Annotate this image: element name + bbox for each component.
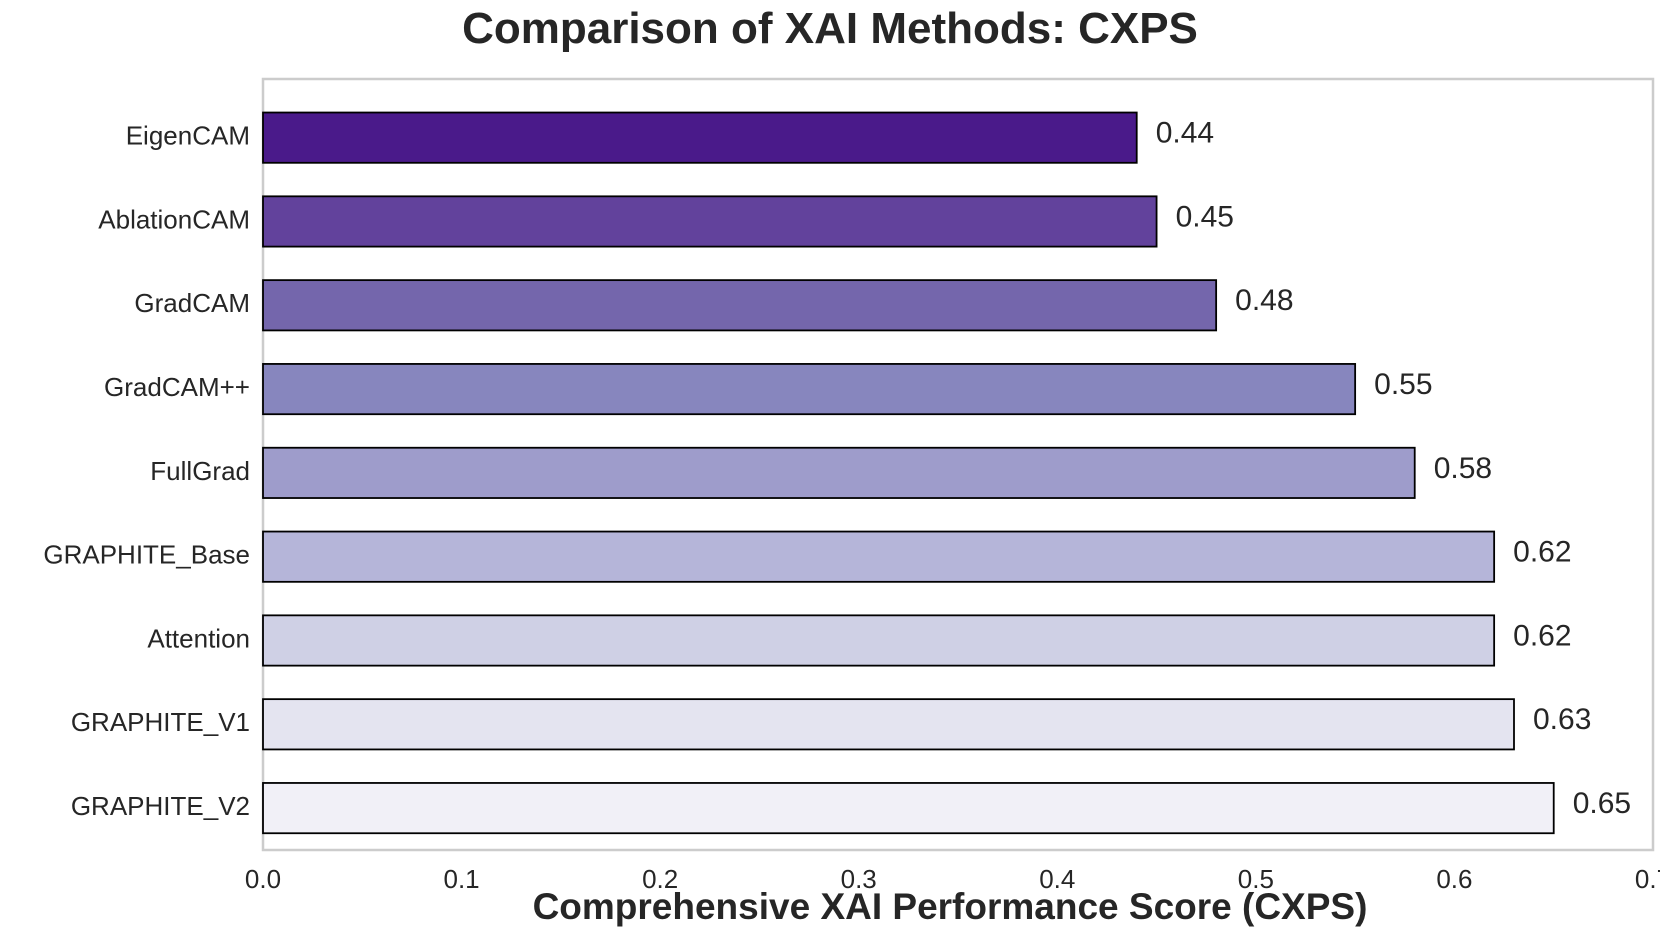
- y-tick-label: Attention: [147, 623, 250, 653]
- value-label: 0.58: [1434, 452, 1492, 485]
- bar-gradcam: [262, 279, 1218, 332]
- value-label: 0.45: [1176, 200, 1234, 233]
- x-tick-label: 0.2: [642, 864, 678, 894]
- y-tick-label: EigenCAM: [126, 121, 250, 151]
- value-label: 0.65: [1573, 787, 1631, 820]
- value-label: 0.55: [1374, 368, 1432, 401]
- bar-graphite-base: [262, 530, 1496, 583]
- value-labels: 0.44 0.45 0.48 0.55 0.58 0.62 0.62 0.63 0.65: [1156, 117, 1631, 820]
- x-tick-label: 0.0: [245, 864, 281, 894]
- y-tick-label: GRAPHITE_V1: [71, 707, 250, 737]
- value-label: 0.62: [1513, 619, 1571, 652]
- value-label: 0.44: [1156, 117, 1214, 150]
- value-label: 0.63: [1533, 703, 1591, 736]
- bar-fullgrad: [262, 446, 1416, 499]
- y-tick-label: FullGrad: [150, 456, 250, 486]
- x-tick-label: 0.4: [1039, 864, 1075, 894]
- y-tick-label: AblationCAM: [98, 204, 250, 234]
- y-tick-label: GradCAM++: [104, 372, 250, 402]
- value-label: 0.48: [1235, 284, 1293, 317]
- x-tick-label: 0.1: [443, 864, 479, 894]
- y-tick-label: GRAPHITE_V2: [71, 791, 250, 821]
- x-tick-labels: 0.0 0.1 0.2 0.3 0.4 0.5 0.6 0.7: [245, 864, 1660, 894]
- x-axis-label: Comprehensive XAI Performance Score (CXP…: [532, 886, 1368, 927]
- y-tick-labels: EigenCAM AblationCAM GradCAM GradCAM++ FullG…: [43, 121, 250, 821]
- bar-graphite-v1: [262, 698, 1515, 751]
- bar-ablationcam: [262, 195, 1158, 248]
- bar-graphite-v2: [262, 782, 1555, 835]
- y-tick-label: GRAPHITE_Base: [43, 540, 250, 570]
- y-tick-label: GradCAM: [134, 288, 250, 318]
- x-tick-label: 0.3: [841, 864, 877, 894]
- bars-group: [262, 111, 1555, 835]
- x-tick-label: 0.6: [1436, 864, 1472, 894]
- x-tick-label: 0.7: [1635, 864, 1660, 894]
- chart-title: Comparison of XAI Methods: CXPS: [462, 4, 1198, 53]
- bar-gradcam-: [262, 363, 1357, 416]
- bar-attention: [262, 614, 1496, 667]
- x-tick-label: 0.5: [1238, 864, 1274, 894]
- bar-eigencam: [262, 111, 1138, 164]
- value-label: 0.62: [1513, 536, 1571, 569]
